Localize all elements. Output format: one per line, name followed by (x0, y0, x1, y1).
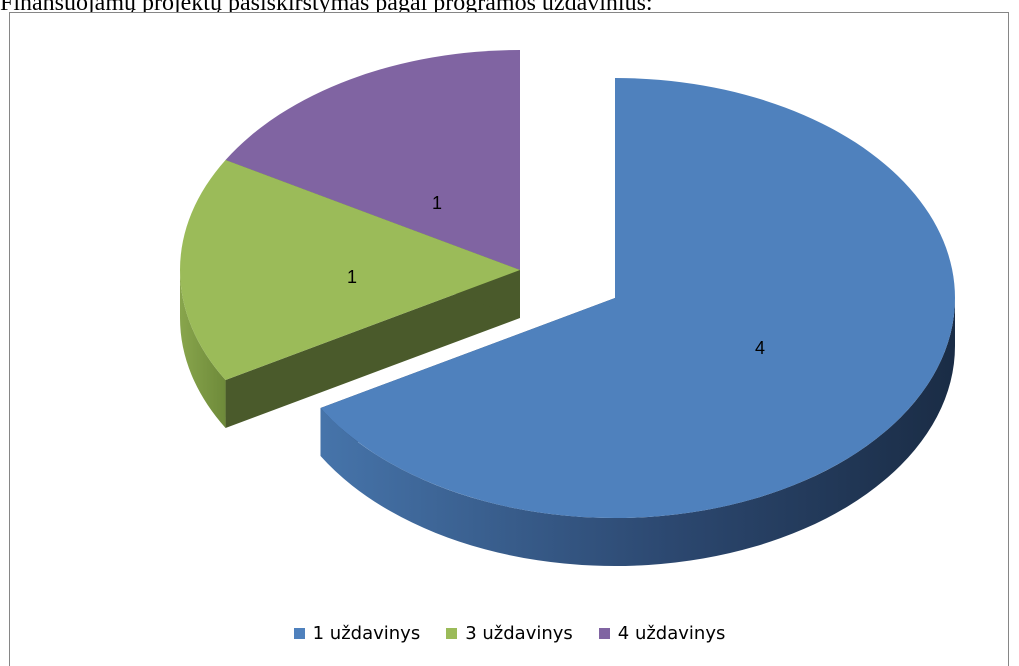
pie-slice-0 (320, 78, 955, 518)
legend-item: 3 uždavinys (446, 623, 573, 644)
slice-1-rim (180, 270, 226, 428)
legend-label: 4 uždavinys (617, 622, 726, 644)
slice-0-rim (320, 298, 955, 566)
legend-swatch-blue (293, 627, 305, 639)
legend-item: 4 uždavinys (598, 622, 726, 644)
legend-swatch-green (446, 627, 458, 639)
pie-slice-2 (225, 50, 520, 270)
legend-item: 1 uždavinys (293, 622, 421, 644)
slice-1-wall-0 (225, 270, 520, 428)
data-label-1: 1 (347, 267, 357, 287)
legend-label: 3 uždavinys (465, 622, 573, 644)
legend-swatch-purple (598, 627, 610, 639)
pie-slice-1 (180, 160, 520, 380)
data-label-0: 4 (755, 338, 765, 358)
data-label-2: 1 (432, 193, 442, 213)
chart-legend: 1 uždavinys 3 uždavinys 4 uždavinys (0, 619, 1019, 647)
legend-label: 1 uždavinys (312, 622, 421, 644)
